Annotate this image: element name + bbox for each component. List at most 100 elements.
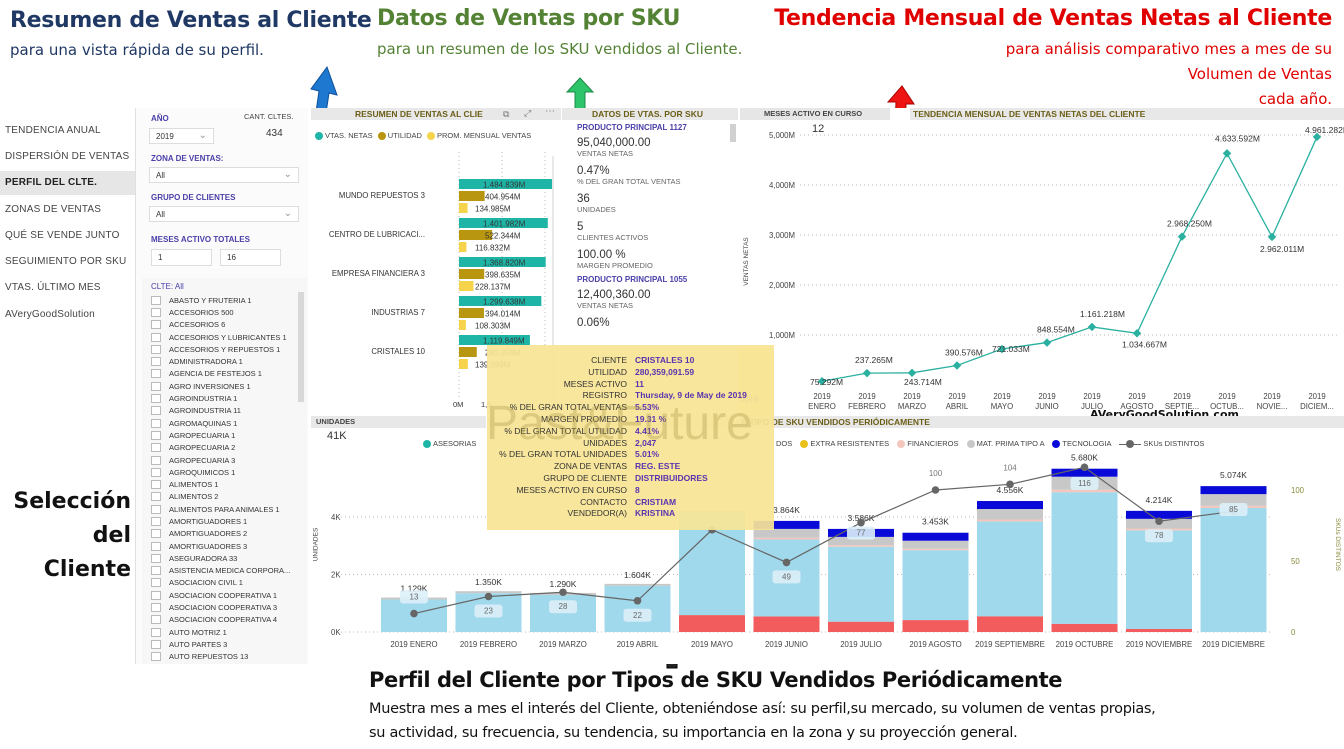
client-list-item[interactable]: AGROMAQUINAS 1 [151, 417, 297, 429]
client-list-item[interactable]: AGROPECUARIA 3 [151, 454, 297, 466]
focus-mode-icon[interactable]: ⤢ [524, 108, 532, 118]
client-list-item[interactable]: ACCESORIOS 6 [151, 319, 297, 331]
year-dropdown[interactable]: 2019 ⌄ [149, 128, 214, 144]
client-list-item[interactable]: ACCESORIOS 500 [151, 306, 297, 318]
client-list-item[interactable]: ALIMENTOS 2 [151, 491, 297, 503]
checkbox[interactable] [151, 344, 161, 354]
client-list-item[interactable]: AMORTIGUADORES 1 [151, 515, 297, 527]
nav-item-dispersion-ventas[interactable]: DISPERSIÓN DE VENTAS [5, 151, 130, 162]
nav-item-seguimiento-sku[interactable]: SEGUIMIENTO POR SKU [5, 256, 127, 267]
checkbox[interactable] [151, 529, 161, 539]
legend-item-mat-prima[interactable]: MAT. PRIMA TIPO A [966, 439, 1044, 449]
nav-item-perfil-clte[interactable]: PERFIL DEL CLTE. [0, 171, 135, 195]
checkbox[interactable] [151, 504, 161, 514]
sku-scrollbar[interactable] [730, 124, 736, 142]
checkbox[interactable] [151, 295, 161, 305]
client-list-item[interactable]: AUTO MOTRIZ 1 [151, 626, 297, 638]
checkbox[interactable] [151, 357, 161, 367]
checkbox[interactable] [151, 578, 161, 588]
legend-item-financieros[interactable]: FINANCIEROS [897, 439, 959, 449]
nav-item-que-se-vende-junto[interactable]: QUÉ SE VENDE JUNTO [5, 230, 120, 241]
client-list-item[interactable]: ADMINISTRADORA 1 [151, 355, 297, 367]
checkbox[interactable] [151, 627, 161, 637]
client-list-item[interactable]: AMORTIGUADORES 2 [151, 528, 297, 540]
legend-item-dos[interactable]: DOS [776, 439, 793, 448]
resumen-header-title: RESUMEN DE VENTAS AL CLIE [355, 109, 483, 119]
sku-metric-label: MARGEN PROMEDIO [577, 261, 653, 270]
resumen-chart[interactable]: MUNDO REPUESTOS 3 1.484.839M 404.954M 134.9… [311, 148, 561, 413]
legend-item-extra-resistentes[interactable]: EXTRA RESISTENTES [800, 439, 889, 449]
copy-icon[interactable]: ⧉ [503, 109, 510, 119]
checkbox[interactable] [151, 615, 161, 625]
checkbox[interactable] [151, 307, 161, 317]
client-list-item[interactable]: ASOCIACION COOPERATIVA 3 [151, 601, 297, 613]
resumen-scrollbar[interactable] [552, 156, 554, 404]
client-list-item[interactable]: AGROINDUSTRIA 11 [151, 405, 297, 417]
checkbox[interactable] [151, 418, 161, 428]
grupo-dropdown[interactable]: All ⌄ [149, 206, 299, 222]
client-list-item[interactable]: AGENCIA DE FESTEJOS 1 [151, 368, 297, 380]
client-list-item[interactable]: ACCESORIOS Y REPUESTOS 1 [151, 343, 297, 355]
client-list-item[interactable]: ASISTENCIA MEDICA CORPORA... [151, 565, 297, 577]
nav-item-vtas-ultimo-mes[interactable]: VTAS. ÚLTIMO MES [5, 282, 101, 293]
nav-item-averygoodsolution[interactable]: AVeryGoodSolution [5, 309, 95, 320]
checkbox[interactable] [151, 492, 161, 502]
checkbox[interactable] [151, 430, 161, 440]
checkbox[interactable] [151, 369, 161, 379]
client-list-item[interactable]: ALIMENTOS 1 [151, 478, 297, 490]
client-list-item[interactable]: ASOCIACION COOPERATIVA 1 [151, 589, 297, 601]
client-list-item[interactable]: ALIMENTOS PARA ANIMALES 1 [151, 503, 297, 515]
checkbox[interactable] [151, 332, 161, 342]
nav-item-zonas-ventas[interactable]: ZONAS DE VENTAS [5, 204, 102, 215]
client-list-item[interactable]: ACCESORIOS Y LUBRICANTES 1 [151, 331, 297, 343]
legend-item-utilidad[interactable]: UTILIDAD [377, 131, 422, 141]
client-list-scrollbar[interactable] [298, 292, 304, 402]
legend-item-skus-distintos[interactable]: SKUs DISTINTOS [1119, 439, 1204, 449]
svg-text:22: 22 [633, 611, 642, 620]
checkbox[interactable] [151, 566, 161, 576]
zona-dropdown[interactable]: All ⌄ [149, 167, 299, 183]
meses-min-input[interactable]: 1 [151, 249, 212, 266]
checkbox[interactable] [151, 516, 161, 526]
client-list-item[interactable]: AMORTIGUADORES 3 [151, 540, 297, 552]
nav-item-tendencia-anual[interactable]: TENDENCIA ANUAL [5, 125, 101, 136]
checkbox[interactable] [151, 553, 161, 563]
client-list-item[interactable]: ABASTO Y FRUTERIA 1 [151, 294, 297, 306]
client-list-item[interactable]: AGROQUIMICOS 1 [151, 466, 297, 478]
svg-text:3.586K: 3.586K [848, 513, 875, 523]
legend-item-tecnologia[interactable]: TECNOLOGIA [1052, 439, 1111, 449]
legend-item-vtas-netas[interactable]: VTAS. NETAS [315, 131, 373, 141]
legend-item-prom-mensual[interactable]: PROM. MENSUAL VENTAS [427, 131, 531, 141]
client-list-item[interactable]: ASEGURADORA 33 [151, 552, 297, 564]
checkbox[interactable] [151, 394, 161, 404]
svg-text:116.832M: 116.832M [475, 244, 510, 253]
sku-metric-value: 5 [577, 221, 584, 233]
checkbox[interactable] [151, 639, 161, 649]
checkbox[interactable] [151, 455, 161, 465]
checkbox[interactable] [151, 603, 161, 613]
checkbox[interactable] [151, 480, 161, 490]
client-list-item[interactable]: ASOCIACION COOPERATIVA 4 [151, 614, 297, 626]
client-list-item[interactable]: AGROPECUARIA 2 [151, 442, 297, 454]
trend-chart[interactable]: 5,000M 4,000M 3,000M 2,000M 1,000M 75.292M 237… [740, 123, 1344, 416]
callout-tendencia-line2: Volumen de Ventas [1187, 65, 1332, 83]
checkbox[interactable] [151, 590, 161, 600]
checkbox[interactable] [151, 381, 161, 391]
checkbox[interactable] [151, 443, 161, 453]
legend-item-asesorias[interactable]: ASESORIAS [423, 439, 476, 449]
checkbox[interactable] [151, 467, 161, 477]
client-list-item[interactable]: AGROPECUARIA 1 [151, 429, 297, 441]
checkbox[interactable] [151, 406, 161, 416]
client-list-item[interactable]: AGROINDUSTRIA 1 [151, 392, 297, 404]
checkbox[interactable] [151, 652, 161, 662]
svg-text:2019 JUNIO: 2019 JUNIO [765, 640, 808, 649]
client-list-item[interactable]: AGRO INVERSIONES 1 [151, 380, 297, 392]
checkbox[interactable] [151, 541, 161, 551]
checkbox[interactable] [151, 320, 161, 330]
client-list-item[interactable]: AUTO REPUESTOS 13 [151, 651, 297, 663]
client-list-item[interactable]: AUTO PARTES 3 [151, 638, 297, 650]
client-list-item[interactable]: ASOCIACION CIVIL 1 [151, 577, 297, 589]
meses-max-input[interactable]: 16 [220, 249, 281, 266]
units-chart[interactable]: 4K 2K 0K 100 50 0 1.129K 2019 ENERO 1.350K 2019 F… [311, 416, 1344, 664]
more-options-icon[interactable]: ⋯ [545, 106, 555, 117]
